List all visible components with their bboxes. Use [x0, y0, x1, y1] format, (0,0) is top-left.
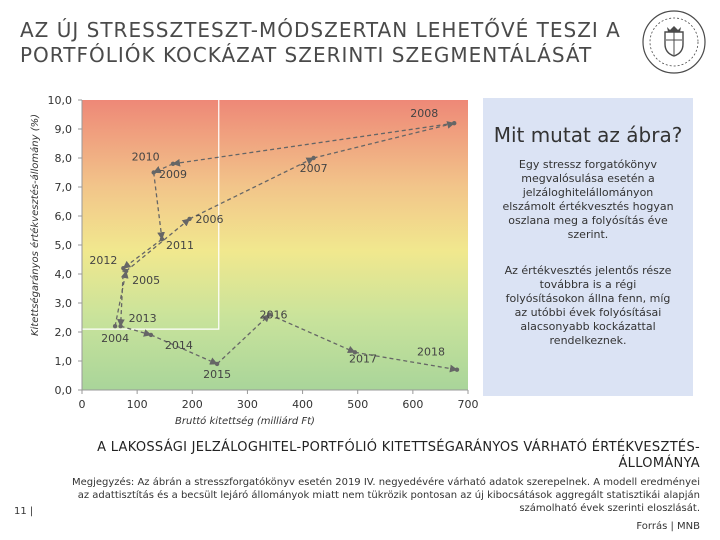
- x-tick-label: 100: [127, 398, 148, 411]
- data-point: [452, 121, 457, 126]
- series-segment: [150, 334, 218, 365]
- y-tick-label: 3,0: [55, 297, 73, 310]
- data-point: [214, 361, 220, 367]
- mnb-seal-icon: [642, 10, 706, 74]
- data-point: [112, 324, 118, 329]
- x-tick-label: 700: [458, 398, 479, 411]
- data-point: [187, 216, 192, 222]
- data-point: [148, 332, 154, 338]
- point-label: 2011: [166, 239, 194, 252]
- series-segment: [117, 268, 125, 327]
- x-tick-label: 600: [402, 398, 423, 411]
- y-tick-label: 6,0: [55, 210, 73, 223]
- y-tick-label: 5,0: [55, 239, 73, 252]
- chart-ticks: 0,0 1,0 2,0 3,0 4,0 5,0 6,0 7,0 8,0 9,0 10,0 0 100 20…: [48, 94, 479, 411]
- point-label: 2012: [89, 254, 117, 267]
- series-segment: [152, 163, 174, 174]
- info-paragraph-1: Egy stressz forgatókönyv megvalósulása e…: [502, 158, 674, 241]
- y-tick-label: 8,0: [55, 152, 73, 165]
- series-segment: [354, 351, 458, 373]
- y-axis-title: Kitettségarányos értékvesztés-állomány (…: [29, 114, 41, 336]
- point-label: 2009: [159, 168, 187, 181]
- data-point: [151, 170, 156, 175]
- info-paragraph-2: Az értékvesztés jelentős része továbbra …: [504, 264, 672, 347]
- point-label: 2016: [259, 309, 287, 322]
- footnote: Megjegyzés: Az ábrán a stresszforgatókön…: [71, 477, 700, 514]
- page-title: AZ ÚJ STRESSZTESZT-MÓDSZERTAN LEHETŐVÉ T…: [20, 18, 640, 68]
- page-title-line2: PORTFÓLIÓK KOCKÁZAT SZERINTI SZEGMENTÁLÁ…: [20, 43, 593, 67]
- page-number: 11 |: [14, 506, 34, 517]
- series-segment: [114, 270, 129, 327]
- page-title-line1: AZ ÚJ STRESSZTESZT-MÓDSZERTAN LEHETŐVÉ T…: [20, 18, 621, 42]
- series-segment: [269, 314, 356, 354]
- source-note: Forrás | MNB: [636, 521, 700, 532]
- data-point: [352, 350, 358, 355]
- point-label: 2017: [349, 352, 377, 365]
- point-label: 2008: [410, 107, 438, 120]
- chart-point-labels: 2004 2005 2006 2007 2008 2009 2010 2011 2012 2013…: [89, 107, 445, 381]
- data-point: [311, 155, 316, 161]
- point-label: 2014: [165, 339, 193, 352]
- data-point: [159, 237, 165, 242]
- series-segment: [122, 238, 163, 269]
- data-point: [123, 268, 129, 274]
- series-segment: [120, 325, 152, 337]
- point-label: 2013: [129, 312, 157, 325]
- series-segment: [313, 121, 455, 159]
- series-segment: [153, 172, 165, 240]
- info-box: Mit mutat az ábra? Egy stressz forgatókö…: [483, 98, 693, 396]
- info-heading: Mit mutat az ábra?: [493, 123, 683, 147]
- y-tick-label: 9,0: [55, 123, 73, 136]
- chart-series: [112, 121, 460, 373]
- y-tick-label: 0,0: [55, 384, 73, 397]
- x-tick-label: 400: [292, 398, 313, 411]
- data-point: [267, 312, 272, 317]
- y-tick-label: 7,0: [55, 181, 73, 194]
- x-tick-label: 500: [347, 398, 368, 411]
- focus-region-outline: [82, 100, 220, 330]
- y-tick-label: 1,0: [55, 355, 73, 368]
- x-tick-label: 300: [237, 398, 258, 411]
- point-label: 2005: [132, 274, 160, 287]
- data-point: [170, 161, 176, 166]
- point-label: 2006: [196, 213, 224, 226]
- y-tick-label: 10,0: [48, 94, 73, 107]
- chart-subtitle: A LAKOSSÁGI JELZÁLOGHITEL-PORTFÓLIÓ KITE…: [97, 440, 700, 471]
- x-axis-title: Bruttó kitettség (milliárd Ft): [175, 415, 315, 427]
- point-label: 2015: [203, 368, 231, 381]
- y-tick-label: 4,0: [55, 268, 73, 281]
- plot-background: [82, 100, 468, 390]
- x-tick-label: 200: [182, 398, 203, 411]
- point-label: 2018: [417, 346, 445, 359]
- series-segment: [172, 122, 455, 167]
- data-point: [454, 367, 460, 372]
- data-point: [121, 266, 126, 271]
- point-label: 2007: [300, 162, 328, 175]
- series-segment: [189, 157, 315, 220]
- series-segment: [216, 314, 271, 365]
- data-point: [118, 324, 123, 329]
- chart: 0,0 1,0 2,0 3,0 4,0 5,0 6,0 7,0 8,0 9,0 10,0 0 100 20…: [29, 94, 479, 427]
- x-tick-label: 0: [79, 398, 86, 411]
- point-label: 2004: [101, 332, 129, 345]
- point-label: 2010: [132, 151, 160, 164]
- y-tick-label: 2,0: [55, 326, 73, 339]
